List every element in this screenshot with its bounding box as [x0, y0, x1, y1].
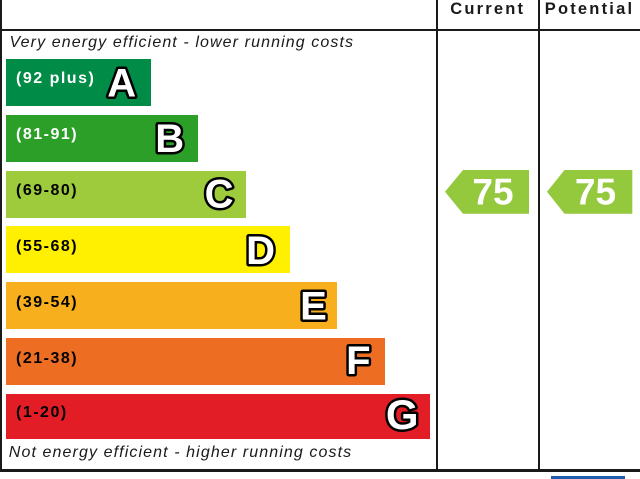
- svg-text:A: A: [107, 62, 136, 106]
- svg-text:B: B: [155, 117, 184, 161]
- svg-text:G: G: [386, 391, 419, 438]
- svg-text:E: E: [300, 285, 327, 329]
- svg-text:F: F: [346, 339, 370, 383]
- svg-text:C: C: [205, 172, 234, 216]
- svg-text:D: D: [246, 229, 275, 273]
- svg-text:75: 75: [575, 172, 616, 213]
- svg-text:75: 75: [472, 172, 513, 213]
